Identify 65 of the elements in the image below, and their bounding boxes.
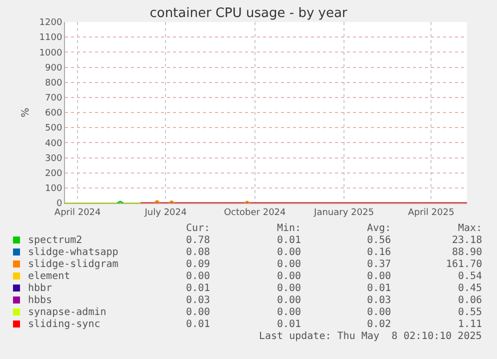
text: 0.01	[367, 283, 392, 294]
legend-label: slidge-slidgram	[28, 259, 118, 270]
text: 0.56	[367, 235, 392, 246]
text: 0.00	[277, 247, 302, 258]
text: 0.00	[186, 307, 210, 318]
y-tick-label: 600	[45, 108, 62, 119]
y-axis-title: %	[20, 108, 32, 118]
text: 0.00	[277, 295, 302, 306]
y-tick-label: 500	[45, 124, 62, 134]
text: 0.37	[367, 259, 392, 270]
text: 0.00	[277, 283, 302, 294]
x-tick-label: January 2025	[313, 208, 374, 218]
text: Max:	[458, 223, 482, 234]
x-tick-label: April 2025	[408, 208, 454, 218]
legend-label: hbbs	[28, 295, 52, 306]
text: 0.01	[277, 319, 302, 330]
text: 0.03	[186, 295, 210, 306]
text: 0.01	[186, 319, 210, 330]
text: 0.16	[367, 247, 392, 258]
legend-label: hbbr	[28, 283, 52, 294]
text: 0.00	[367, 307, 392, 318]
x-tick-label: April 2024	[54, 208, 102, 218]
y-tick-label: 900	[45, 63, 62, 74]
text: 0.03	[367, 295, 392, 306]
y-tick-label: 0	[56, 199, 62, 210]
text: 0.00	[367, 271, 392, 282]
x-tick-label: October 2024	[224, 208, 286, 218]
legend-label: synapse-admin	[28, 307, 106, 318]
text: 1.11	[458, 319, 482, 330]
text: Cur:	[186, 223, 210, 234]
text: 88.90	[452, 247, 482, 258]
y-tick-label: 700	[45, 94, 62, 104]
y-tick-label: 100	[45, 184, 62, 194]
text: 0.01	[186, 283, 210, 294]
y-tick-label: 800	[45, 78, 62, 88]
text: 0.54	[458, 271, 482, 282]
text: Last update: Thu May 8 02:10:10 2025	[259, 331, 482, 342]
y-tick-label: 1000	[39, 48, 62, 58]
text: 0.02	[367, 319, 392, 330]
legend-label: sliding-sync	[28, 319, 100, 330]
text: 0.55	[458, 307, 482, 318]
text: 0.01	[277, 235, 302, 246]
text: 0.45	[458, 283, 482, 294]
y-tick-label: 1100	[39, 33, 62, 44]
x-tick-label: July 2024	[144, 208, 187, 218]
y-tick-label: 1200	[39, 18, 62, 28]
text: 0.00	[277, 271, 302, 282]
text: 0.08	[186, 247, 210, 258]
text: 0.00	[277, 259, 302, 270]
text: 23.18	[452, 235, 482, 246]
legend-label: element	[28, 271, 70, 282]
y-tick-label: 400	[45, 138, 62, 149]
text: 0.06	[458, 295, 482, 306]
text: 0.00	[186, 271, 210, 282]
text: Avg:	[367, 223, 392, 234]
text: 161.70	[446, 259, 482, 270]
y-tick-label: 200	[45, 168, 62, 179]
text: 0.00	[277, 307, 302, 318]
text: Min:	[277, 223, 302, 234]
legend-label: slidge-whatsapp	[28, 247, 118, 258]
legend-label: spectrum2	[28, 235, 82, 246]
chart-title: container CPU usage - by year	[150, 6, 348, 22]
text: 0.78	[186, 235, 210, 246]
text: 0.09	[186, 259, 210, 270]
y-tick-label: 300	[45, 154, 62, 164]
